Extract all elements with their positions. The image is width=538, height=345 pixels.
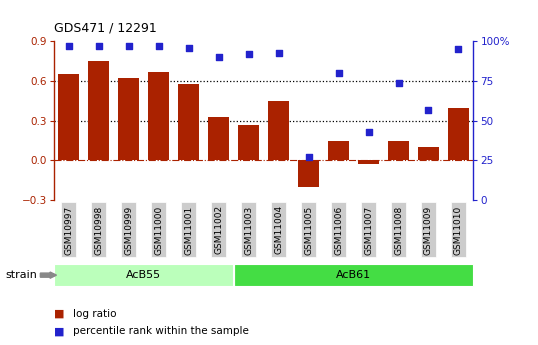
- Point: [424, 107, 433, 112]
- Text: GSM11003: GSM11003: [244, 205, 253, 255]
- Point: [95, 43, 103, 49]
- Point: [305, 155, 313, 160]
- Text: AcB55: AcB55: [126, 270, 161, 280]
- Point: [65, 43, 73, 49]
- Bar: [448, 108, 469, 160]
- Text: percentile rank within the sample: percentile rank within the sample: [73, 326, 249, 336]
- Bar: [358, 160, 379, 164]
- Point: [334, 70, 343, 76]
- Text: GSM11009: GSM11009: [424, 205, 433, 255]
- Text: strain: strain: [5, 270, 37, 280]
- Point: [154, 43, 163, 49]
- Point: [124, 43, 133, 49]
- Bar: [88, 61, 109, 160]
- Text: GSM11002: GSM11002: [214, 205, 223, 254]
- Bar: [118, 78, 139, 160]
- Bar: [178, 84, 199, 160]
- Point: [274, 50, 283, 55]
- Text: log ratio: log ratio: [73, 309, 116, 319]
- Point: [185, 45, 193, 50]
- Bar: [58, 75, 79, 160]
- Point: [364, 129, 373, 135]
- Text: GSM11001: GSM11001: [184, 205, 193, 255]
- Text: GSM11005: GSM11005: [304, 205, 313, 255]
- Text: ■: ■: [54, 309, 65, 319]
- Text: GSM11000: GSM11000: [154, 205, 163, 255]
- Text: GSM11010: GSM11010: [454, 205, 463, 255]
- Text: GDS471 / 12291: GDS471 / 12291: [54, 21, 157, 34]
- Bar: [418, 147, 439, 160]
- Point: [214, 55, 223, 60]
- Text: AcB61: AcB61: [336, 270, 371, 280]
- Text: GSM11008: GSM11008: [394, 205, 403, 255]
- Bar: [298, 160, 319, 187]
- Text: GSM10997: GSM10997: [64, 205, 73, 255]
- Bar: [238, 125, 259, 160]
- Point: [454, 47, 463, 52]
- Bar: [268, 101, 289, 160]
- Bar: [388, 141, 409, 160]
- Text: GSM11004: GSM11004: [274, 205, 283, 254]
- Bar: [148, 72, 169, 160]
- Text: GSM10999: GSM10999: [124, 205, 133, 255]
- Point: [394, 80, 403, 86]
- Point: [244, 51, 253, 57]
- Text: GSM11006: GSM11006: [334, 205, 343, 255]
- Text: GSM10998: GSM10998: [94, 205, 103, 255]
- Bar: [328, 141, 349, 160]
- Text: ■: ■: [54, 326, 65, 336]
- Text: GSM11007: GSM11007: [364, 205, 373, 255]
- Bar: [208, 117, 229, 160]
